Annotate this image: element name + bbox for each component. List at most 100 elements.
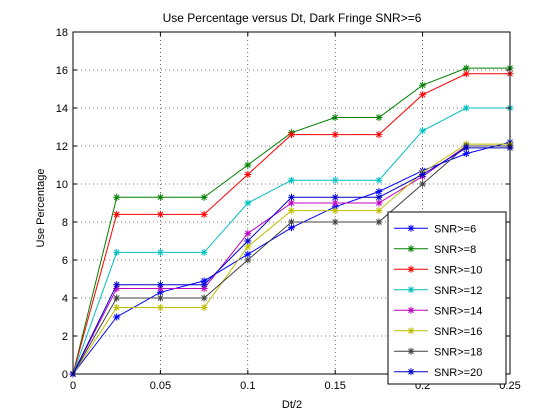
y-tick-label: 16 xyxy=(56,65,68,77)
data-point xyxy=(288,218,295,226)
data-point xyxy=(244,199,252,207)
series-snr-12 xyxy=(69,104,514,378)
y-tick-label: 12 xyxy=(56,141,68,153)
x-tick-label: 0.1 xyxy=(240,380,255,392)
x-axis-label: Dt/2 xyxy=(282,399,302,411)
legend-item: SNR>=10 xyxy=(394,264,482,276)
legend-item: SNR>=18 xyxy=(394,346,482,358)
legend-label: SNR>=8 xyxy=(434,244,476,256)
data-point xyxy=(113,313,121,321)
data-point xyxy=(244,229,252,237)
data-point xyxy=(331,114,339,121)
data-point xyxy=(331,131,339,139)
legend-item: SNR>=12 xyxy=(394,285,482,297)
legend-marker xyxy=(407,306,415,314)
data-point xyxy=(113,281,121,289)
x-tick-label: 0.15 xyxy=(324,380,345,392)
data-point xyxy=(200,304,208,311)
data-point xyxy=(200,248,208,256)
data-point xyxy=(375,218,383,226)
data-point xyxy=(156,281,164,289)
data-point xyxy=(419,91,427,99)
legend-marker xyxy=(407,245,415,253)
y-tick-label: 18 xyxy=(56,27,68,39)
data-point xyxy=(331,176,339,184)
data-point xyxy=(156,248,164,256)
data-point xyxy=(244,256,252,264)
data-point xyxy=(288,207,295,215)
x-tick-label: 0 xyxy=(70,380,76,392)
data-point xyxy=(288,131,295,139)
data-point xyxy=(419,180,427,188)
legend-item: SNR>=14 xyxy=(394,305,482,317)
series-snr-20 xyxy=(69,144,514,378)
y-tick-label: 6 xyxy=(62,255,68,267)
y-tick-label: 2 xyxy=(62,331,68,343)
data-point xyxy=(156,294,164,302)
data-point xyxy=(244,171,252,178)
legend-label: SNR>=20 xyxy=(434,367,482,379)
data-point xyxy=(419,127,427,135)
legend-label: SNR>=18 xyxy=(434,346,482,358)
data-point xyxy=(244,161,252,169)
data-point xyxy=(462,104,470,112)
data-point xyxy=(462,70,470,78)
data-point xyxy=(156,193,164,201)
legend-box xyxy=(387,211,507,385)
legend-label: SNR>=16 xyxy=(434,326,482,338)
legend-marker xyxy=(407,265,415,273)
legend-marker xyxy=(407,327,415,335)
legend-marker xyxy=(407,347,415,355)
data-point xyxy=(331,207,339,215)
data-point xyxy=(200,281,208,289)
legend-label: SNR>=14 xyxy=(434,305,482,317)
legend-item: SNR>=16 xyxy=(394,326,482,338)
data-point xyxy=(156,304,164,311)
legend-item: SNR>=20 xyxy=(394,367,482,379)
data-point xyxy=(113,304,121,311)
data-point xyxy=(113,248,121,256)
data-point xyxy=(244,237,252,245)
legend-label: SNR>=10 xyxy=(434,264,482,276)
data-point xyxy=(113,193,121,201)
data-point xyxy=(375,114,383,121)
data-point xyxy=(113,210,121,218)
legend-marker xyxy=(407,224,415,232)
legend-marker xyxy=(407,368,415,376)
data-point xyxy=(200,210,208,218)
data-point xyxy=(156,210,164,218)
legend-item: SNR>=8 xyxy=(394,244,476,256)
legend-marker xyxy=(407,286,415,294)
data-point xyxy=(375,193,383,201)
legend-label: SNR>=12 xyxy=(434,285,482,297)
data-point xyxy=(462,144,470,152)
legend-item: SNR>=6 xyxy=(394,223,476,235)
y-tick-label: 8 xyxy=(62,217,68,229)
data-point xyxy=(200,294,208,302)
legend-label: SNR>=6 xyxy=(434,223,476,235)
data-point xyxy=(375,131,383,139)
data-point xyxy=(419,81,427,89)
data-point xyxy=(331,193,339,201)
data-point xyxy=(288,176,295,184)
plot-frame xyxy=(72,31,511,375)
y-tick-label: 10 xyxy=(56,179,68,191)
data-point xyxy=(200,193,208,201)
y-tick-label: 14 xyxy=(56,103,68,115)
y-tick-label: 4 xyxy=(62,293,68,305)
data-point xyxy=(375,176,383,184)
data-point xyxy=(288,224,295,232)
data-point xyxy=(288,193,295,201)
series-layer xyxy=(69,64,514,378)
legend: SNR>=6 SNR>=8 SNR>=10 SNR>=12 SNR>=14 SNR>=16… xyxy=(387,211,507,385)
series-snr-10 xyxy=(69,70,514,378)
x-tick-label: 0.05 xyxy=(150,380,171,392)
data-point xyxy=(113,294,121,302)
y-tick-label: 0 xyxy=(62,369,68,381)
data-point xyxy=(375,207,383,215)
chart-title: Use Percentage versus Dt, Dark Fringe SN… xyxy=(163,11,422,25)
y-axis-label: Use Percentage xyxy=(35,169,47,248)
data-point xyxy=(331,218,339,226)
data-point xyxy=(419,171,427,178)
